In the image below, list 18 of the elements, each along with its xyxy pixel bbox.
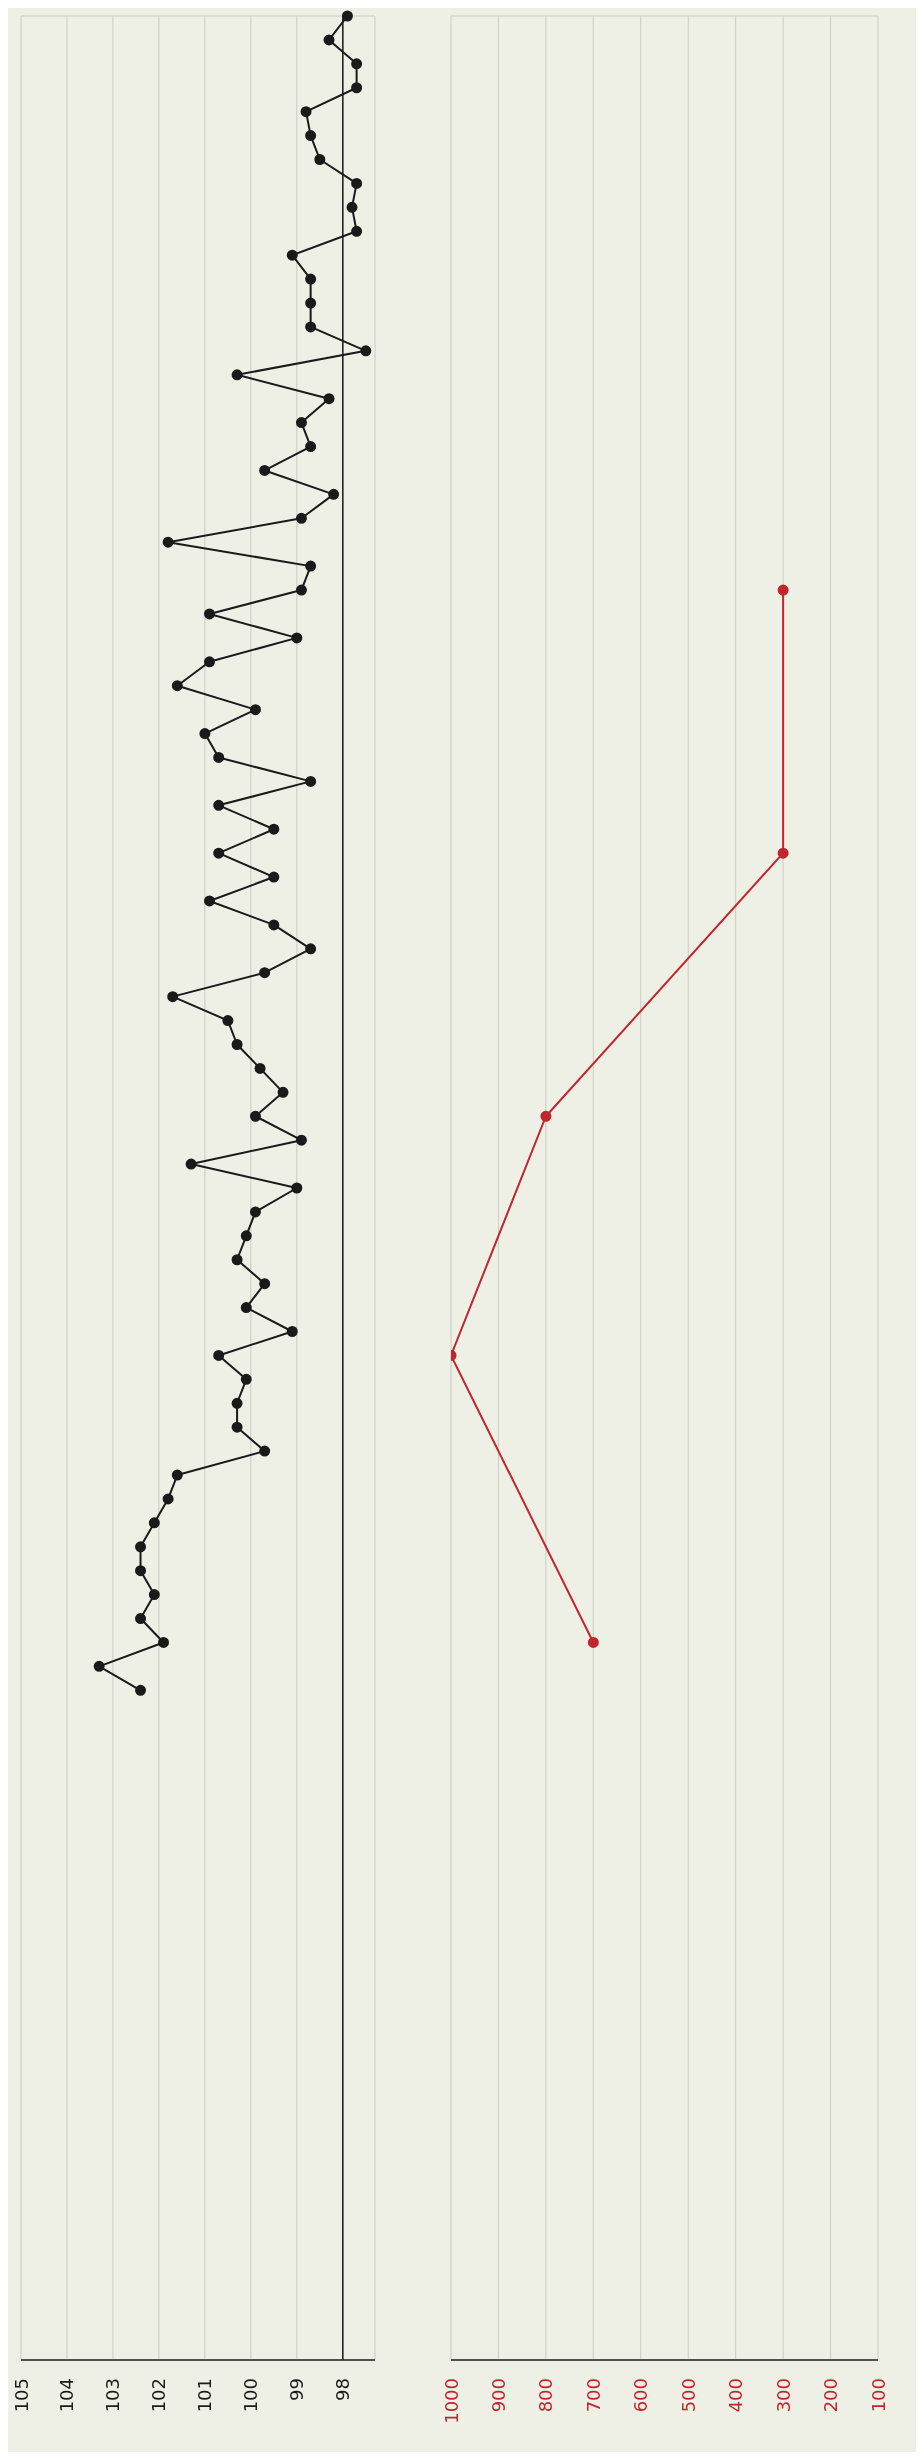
x-tick-label: 100 bbox=[867, 2378, 889, 2413]
x-tick-label: 103 bbox=[102, 2378, 124, 2413]
x-tick-label: 104 bbox=[56, 2378, 78, 2413]
x-tick-label: 105 bbox=[10, 2378, 32, 2413]
x-tick-label: 99 bbox=[286, 2378, 308, 2401]
x-tick-label: 100 bbox=[240, 2378, 262, 2413]
x-tick-label: 102 bbox=[148, 2378, 170, 2413]
x-tick-label: 900 bbox=[487, 2378, 509, 2413]
x-tick-label: 1000 bbox=[440, 2378, 462, 2424]
x-tick-label: 300 bbox=[772, 2378, 794, 2413]
x-tick-label: 600 bbox=[630, 2378, 652, 2413]
x-tick-label: 500 bbox=[677, 2378, 699, 2413]
x-tick-label: 400 bbox=[725, 2378, 747, 2413]
x-tick-label: 800 bbox=[535, 2378, 557, 2413]
x-tick-label: 200 bbox=[820, 2378, 842, 2413]
x-tick-label: 98 bbox=[332, 2378, 354, 2401]
x-tick-label: 700 bbox=[582, 2378, 604, 2413]
x-tick-label: 101 bbox=[194, 2378, 216, 2413]
